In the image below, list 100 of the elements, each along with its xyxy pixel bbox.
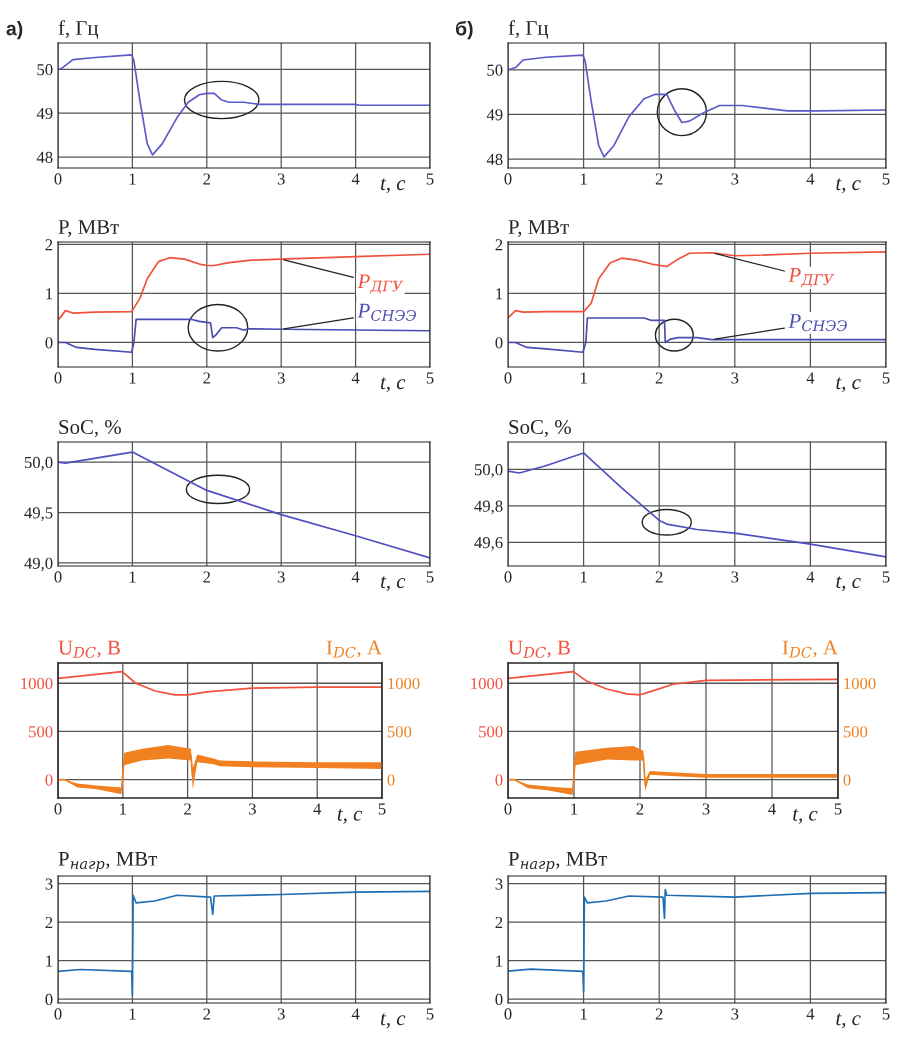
x-tick-label: 0 [54, 173, 62, 185]
x-tick-label: 0 [504, 571, 512, 583]
x-tick-label: 1 [129, 571, 136, 583]
y-tick-label: 50 [37, 64, 53, 76]
x-tick-label: 5 [378, 803, 386, 815]
y2-tick-label: 500 [843, 726, 868, 738]
y-tick-label: 3 [45, 878, 53, 890]
y-tick-label: 3 [495, 878, 503, 890]
x-tick-label: 0 [504, 173, 512, 185]
line-series [58, 451, 430, 559]
x-axis-title: t, с [380, 576, 406, 592]
x-tick-label: 4 [768, 803, 776, 815]
y-tick-label: 1 [46, 955, 53, 967]
x-tick-label: 1 [129, 1008, 136, 1020]
y-tick-label: 49,0 [24, 557, 53, 572]
text: б) [455, 20, 473, 40]
series-label: P$_{ДГУ}$ [357, 274, 404, 294]
x-tick-label: 3 [249, 803, 256, 815]
x-tick-label: 5 [882, 571, 890, 583]
x-tick-label: 2 [203, 571, 211, 583]
y-tick-label: 0 [45, 993, 53, 1006]
y-axis-title: U$_{DC}$, В [508, 640, 570, 658]
x-tick-label: 5 [882, 173, 890, 185]
x-tick-label: 5 [882, 372, 890, 384]
x-tick-label: 1 [580, 372, 587, 384]
x-tick-label: 3 [277, 1008, 285, 1020]
y-axis-title: SoC, % [509, 419, 571, 438]
y-tick-label: 48 [36, 151, 53, 163]
x-axis-title: t, с [380, 1013, 406, 1029]
y-tick-label: 1 [496, 288, 503, 300]
y2-tick-label: 0 [387, 774, 395, 786]
y-axis-title: P, МВт [508, 220, 569, 238]
y-tick-label: 500 [479, 726, 503, 738]
y-tick-label: 1 [46, 288, 53, 300]
x-tick-label: 4 [351, 173, 360, 185]
line-series [508, 452, 886, 558]
x-tick-label: 1 [580, 173, 587, 185]
y-tick-label: 0 [495, 337, 503, 349]
x-axis-title: t, с [836, 1013, 861, 1029]
x-axis-title: t, с [836, 377, 861, 393]
x-tick-label: 2 [203, 372, 211, 384]
y-tick-label: 500 [29, 726, 53, 738]
y2-tick-label: 1000 [388, 677, 420, 690]
y-tick-label: 48 [486, 153, 503, 166]
x-tick-label: 0 [504, 803, 512, 815]
y-axis-title: f, Гц [58, 20, 99, 39]
x-tick-label: 0 [54, 1008, 62, 1020]
x-tick-label: 5 [426, 173, 434, 185]
x-tick-label: 5 [426, 571, 434, 583]
y-tick-label: 49,6 [474, 537, 503, 551]
y2-axis-title: I$_{DC}$, А [782, 640, 838, 658]
y-tick-label: 2 [495, 916, 503, 928]
x-tick-label: 1 [120, 803, 126, 815]
line-series [58, 54, 430, 156]
x-tick-label: 2 [203, 1008, 211, 1020]
y-tick-label: 1000 [471, 677, 503, 690]
y-tick-label: 0 [495, 774, 503, 786]
line-series [508, 670, 838, 696]
y-tick-label: 49,5 [24, 507, 53, 521]
x-tick-label: 3 [277, 571, 285, 583]
y-tick-label: 50,0 [474, 464, 503, 478]
series-label: P$_{ДГУ}$ [788, 268, 835, 288]
x-tick-label: 4 [806, 372, 815, 384]
x-tick-label: 1 [129, 372, 136, 384]
x-tick-label: 2 [655, 372, 663, 384]
x-tick-label: 4 [351, 1008, 360, 1020]
y-axis-title: SoC, % [59, 419, 121, 438]
x-tick-label: 0 [504, 1008, 512, 1020]
y-tick-label: 0 [495, 993, 503, 1006]
x-axis-title: t, с [793, 808, 818, 824]
y2-tick-label: 0 [843, 774, 851, 786]
y2-axis-title: I$_{DC}$, А [326, 640, 382, 658]
y2-tick-label: 500 [387, 726, 412, 738]
x-axis-title: t, с [380, 377, 406, 393]
x-tick-label: 1 [129, 173, 136, 185]
x-tick-label: 2 [184, 803, 191, 815]
y-axis-title: P, МВт [58, 220, 119, 238]
x-tick-label: 4 [313, 803, 322, 815]
line-series [58, 890, 430, 997]
x-tick-label: 2 [655, 571, 663, 583]
x-tick-label: 3 [277, 173, 285, 185]
y-axis-title: f, Гц [508, 20, 549, 39]
x-tick-label: 2 [655, 173, 663, 185]
x-tick-label: 3 [277, 372, 285, 384]
series-label: P$_{СНЭЭ}$ [357, 303, 416, 321]
y-tick-label: 0 [45, 337, 53, 349]
x-tick-label: 4 [806, 571, 815, 583]
line-series [508, 888, 886, 993]
x-tick-label: 0 [54, 372, 62, 384]
y-tick-label: 49,8 [474, 500, 503, 515]
x-tick-label: 2 [636, 803, 644, 815]
x-axis-title: t, с [380, 178, 406, 194]
x-axis-title: t, с [836, 576, 861, 592]
text: а) [6, 21, 23, 40]
y-axis-title: U$_{DC}$, В [58, 640, 120, 658]
y-tick-label: 0 [45, 774, 53, 786]
x-tick-label: 1 [580, 571, 587, 583]
x-tick-label: 1 [580, 1008, 587, 1020]
x-tick-label: 4 [806, 1008, 815, 1020]
y-tick-label: 2 [45, 916, 53, 928]
